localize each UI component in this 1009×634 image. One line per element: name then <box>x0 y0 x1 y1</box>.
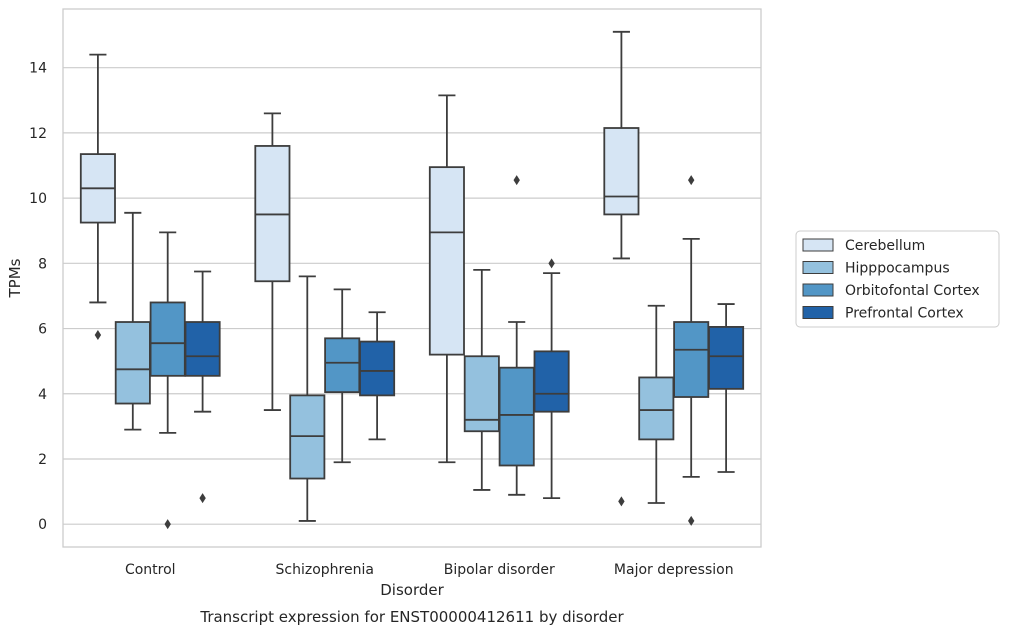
outlier-point <box>199 493 206 504</box>
legend-swatch <box>802 261 834 274</box>
y-tick-label: 6 <box>38 322 47 338</box>
y-tick-label: 4 <box>38 387 47 403</box>
legend-swatch <box>802 306 834 319</box>
box-orbitofontal-cortex <box>149 231 186 530</box>
box-prefrontal-cortex <box>708 303 745 473</box>
box-iqr <box>149 301 186 377</box>
x-tick-label: Schizophrenia <box>276 562 374 578</box>
legend-swatch <box>802 238 834 252</box>
box-iqr <box>428 166 465 356</box>
outlier-point <box>548 258 555 269</box>
box-iqr <box>184 321 221 377</box>
x-tick-label: Control <box>125 562 176 578</box>
legend-label: Hipppocampus <box>845 261 950 277</box>
box-hipppocampus <box>114 211 151 431</box>
box-iqr <box>708 326 745 390</box>
box-layer <box>79 30 745 530</box>
y-axis-label: TPMs <box>6 258 24 298</box>
legend-label: Orbitofontal Cortex <box>845 283 980 299</box>
box-iqr <box>603 127 640 216</box>
legend-frame <box>795 230 1000 328</box>
box-hipppocampus <box>463 268 500 491</box>
x-tick-label: Major depression <box>614 562 734 578</box>
box-iqr <box>114 321 151 405</box>
outlier-point <box>164 519 171 530</box>
outlier-point <box>94 330 102 341</box>
outlier-point <box>618 496 625 507</box>
legend-swatch <box>802 283 834 297</box>
box-prefrontal-cortex <box>533 258 570 499</box>
y-tick-label: 14 <box>29 61 47 77</box>
box-orbitofontal-cortex <box>498 175 535 496</box>
outlier-point <box>688 175 695 186</box>
y-tick-label: 8 <box>38 256 47 272</box>
legend: Cerebellum Hipppocampus Orbitofontal Corte… <box>795 230 1000 328</box>
box-iqr <box>638 376 675 441</box>
y-tick-labels: 0 2 4 6 8 10 12 14 <box>29 61 47 533</box>
box-cerebellum <box>603 30 640 507</box>
box-cerebellum <box>79 53 116 341</box>
outlier-point <box>513 175 520 186</box>
box-hipppocampus <box>289 275 326 522</box>
box-hipppocampus <box>638 304 675 504</box>
y-tick-label: 12 <box>29 126 47 142</box>
x-tick-labels: Control Schizophrenia Bipolar disorder Majo… <box>125 562 734 578</box>
y-tick-label: 0 <box>38 517 47 533</box>
box-iqr <box>498 366 535 467</box>
box-iqr <box>324 337 361 394</box>
box-iqr <box>359 340 396 397</box>
box-iqr <box>463 355 500 433</box>
y-tick-label: 10 <box>29 191 47 207</box>
outlier-point <box>688 515 695 526</box>
box-orbitofontal-cortex <box>324 288 361 464</box>
box-prefrontal-cortex <box>184 270 221 504</box>
y-tick-label: 2 <box>38 452 47 468</box>
legend-label: Prefrontal Cortex <box>845 306 964 322</box>
chart-caption: Transcript expression for ENST0000041261… <box>199 608 624 626</box>
box-cerebellum <box>428 94 465 464</box>
box-iqr <box>533 350 570 413</box>
box-orbitofontal-cortex <box>673 175 710 526</box>
box-cerebellum <box>254 112 291 411</box>
box-prefrontal-cortex <box>359 311 396 441</box>
legend-label: Cerebellum <box>845 238 925 254</box>
box-iqr <box>673 321 710 398</box>
plot-frame <box>62 8 762 548</box>
x-tick-label: Bipolar disorder <box>444 562 555 578</box>
legend-items: Cerebellum Hipppocampus Orbitofontal Corte… <box>802 238 980 322</box>
x-axis-label: Disorder <box>380 581 444 599</box>
